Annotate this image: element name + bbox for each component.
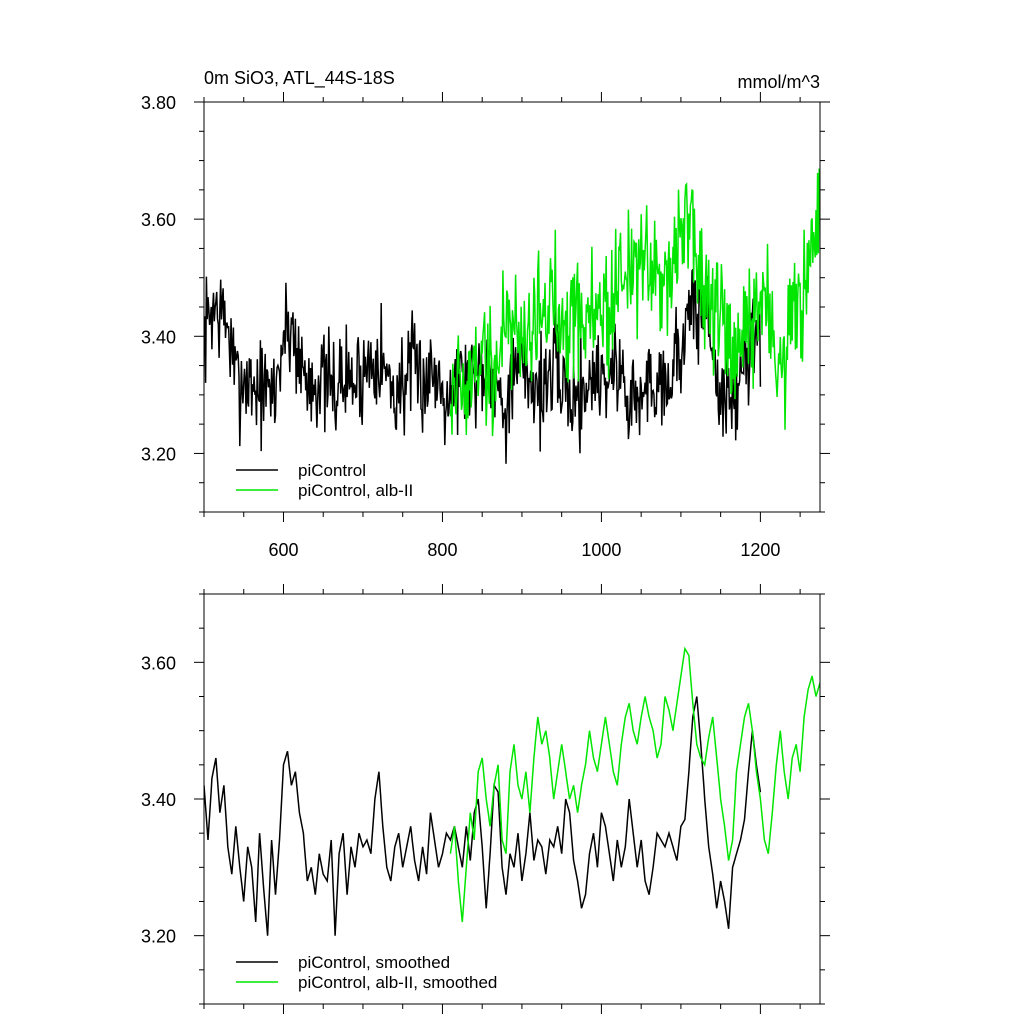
y-tick-label: 3.60 — [141, 210, 176, 230]
y-tick-label: 3.40 — [141, 790, 176, 810]
y-tick-label: 3.20 — [141, 444, 176, 464]
x-tick-label: 1000 — [581, 540, 621, 560]
y-tick-label: 3.20 — [141, 927, 176, 947]
legend-label: piControl, smoothed — [298, 953, 450, 972]
legend-label: piControl, alb-II — [298, 481, 413, 500]
series-line-alb-ii — [449, 646, 820, 923]
x-tick-label: 600 — [268, 540, 298, 560]
series-line-alb-ii — [449, 168, 820, 437]
units-label: mmol/m^3 — [738, 72, 820, 92]
y-tick-label: 3.40 — [141, 327, 176, 347]
x-tick-label: 800 — [427, 540, 457, 560]
y-tick-label: 3.60 — [141, 653, 176, 673]
chart-title: 0m SiO3, ATL_44S-18S — [204, 68, 395, 89]
legend-label: piControl, alb-II, smoothed — [298, 973, 497, 992]
x-tick-label: 1200 — [740, 540, 780, 560]
series-line-picontrol — [204, 696, 762, 936]
top-panel: 600 800 1000 1200 3.20 3.40 3.60 3.80 piControlp… — [141, 92, 830, 560]
bottom-panel: 3.20 3.40 3.60 piControl, smoothedpiControl… — [141, 584, 830, 1014]
y-tick-label: 3.80 — [141, 93, 176, 113]
series-line-picontrol — [204, 269, 762, 464]
legend-label: piControl — [298, 461, 366, 480]
plot-frame — [203, 593, 821, 1005]
